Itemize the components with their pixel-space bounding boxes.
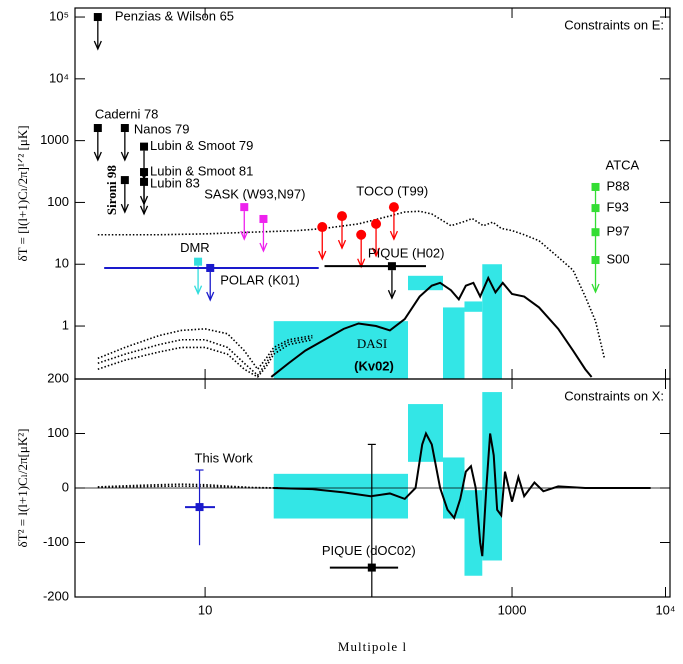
constraint-box [482,392,502,561]
panel-annotation: Constraints on E: [564,17,664,32]
arrow-head [318,250,327,261]
arrow-head [259,242,268,253]
series-label: Lubin 83 [150,175,200,190]
x-tick-label: 1000 [498,602,527,617]
arrow-head [120,203,129,214]
series-label: This Work [195,451,254,466]
data-point [140,177,149,186]
y-tick-label: -100 [43,534,69,549]
y-tick-label: 10⁴ [49,70,69,85]
arrow-head [120,151,129,162]
data-point [194,257,203,266]
data-point [317,222,328,233]
data-point [93,124,102,133]
arrow-head [387,289,397,300]
data-point [140,168,149,177]
y-tick-label: 100 [47,194,69,209]
series-label: SASK (W93,N97) [204,187,305,202]
model-curve [270,275,593,378]
y-tick-label: 1 [62,317,69,332]
y-tick-label: 100 [47,425,69,440]
series-label: PIQUE (H02) [368,246,445,261]
y-axis-label: δT² = l(l+1)Cₗ/2π[μK²] [15,429,30,548]
series-label: ATCA [606,157,640,172]
data-point [195,503,204,512]
constraint-box [443,307,465,379]
data-point [371,218,382,229]
series-label: Penzias & Wilson 65 [115,8,234,23]
point-label: P97 [607,224,630,239]
model-curve-dotted [97,336,313,377]
y-tick-label: 1000 [40,132,69,147]
constraint-box [273,473,409,519]
data-point [120,124,129,133]
arrow-head [206,291,215,302]
series-label: Lubin & Smoot 81 [150,164,253,179]
data-point [240,203,249,212]
series-label: POLAR (K01) [220,272,299,287]
data-point [591,204,600,213]
arrow-head [193,285,203,296]
data-point [591,228,600,237]
constraint-box [482,264,502,379]
data-point [367,563,376,572]
y-tick-label: 0 [62,479,69,494]
y-tick-label: 10 [55,256,69,271]
data-point [388,202,399,213]
box-sublabel: (Kv02) [354,358,394,373]
data-point [591,182,600,191]
data-point [206,263,215,272]
point-label: F93 [607,200,629,215]
arrow-head [389,230,399,241]
data-point [387,262,396,271]
series-label: Sironi 98 [104,165,119,215]
y-axis-label: δT = [l(l+1)Cₗ/2π]¹ᐟ² [μK] [15,125,30,261]
arrow-head [337,239,347,250]
box-label: DASI [357,336,387,351]
data-point [93,13,102,22]
bottom-plot-area [75,392,670,597]
data-point [591,256,600,265]
series-label: PIQUE (dOC02) [322,543,416,558]
arrow-head [240,230,249,241]
series-label: Nanos 79 [134,121,190,136]
x-axis-label: Multipole l [338,639,407,654]
data-point [120,176,129,185]
top-plot-area [97,210,606,379]
model-curve [273,430,651,557]
constraint-box [464,301,483,312]
arrow-head [93,40,102,51]
series-label: TOCO (T99) [356,183,428,198]
arrow-head [93,151,102,162]
model-curve-dotted [97,210,606,359]
arrow-head [591,283,600,294]
panel-annotation: Constraints on X: [564,388,664,403]
point-label: S00 [607,251,630,266]
arrow-head [139,205,149,216]
data-point [259,214,268,223]
series-label: DMR [180,240,210,255]
y-tick-label: -200 [43,588,69,603]
x-tick-label: 10⁴ [655,602,675,617]
x-tick-label: 10 [198,602,212,617]
model-curve-dotted [97,338,313,378]
point-label: P88 [607,178,630,193]
y-tick-label: 10⁵ [49,8,69,23]
data-point [356,229,367,240]
data-point [140,142,149,151]
constraint-box [408,275,444,291]
series-label: Lubin & Smoot 79 [150,138,253,153]
data-point [337,211,348,222]
y-tick-label: 200 [47,370,69,385]
series-label: Caderni 78 [95,106,159,121]
arrow-head [371,247,381,258]
